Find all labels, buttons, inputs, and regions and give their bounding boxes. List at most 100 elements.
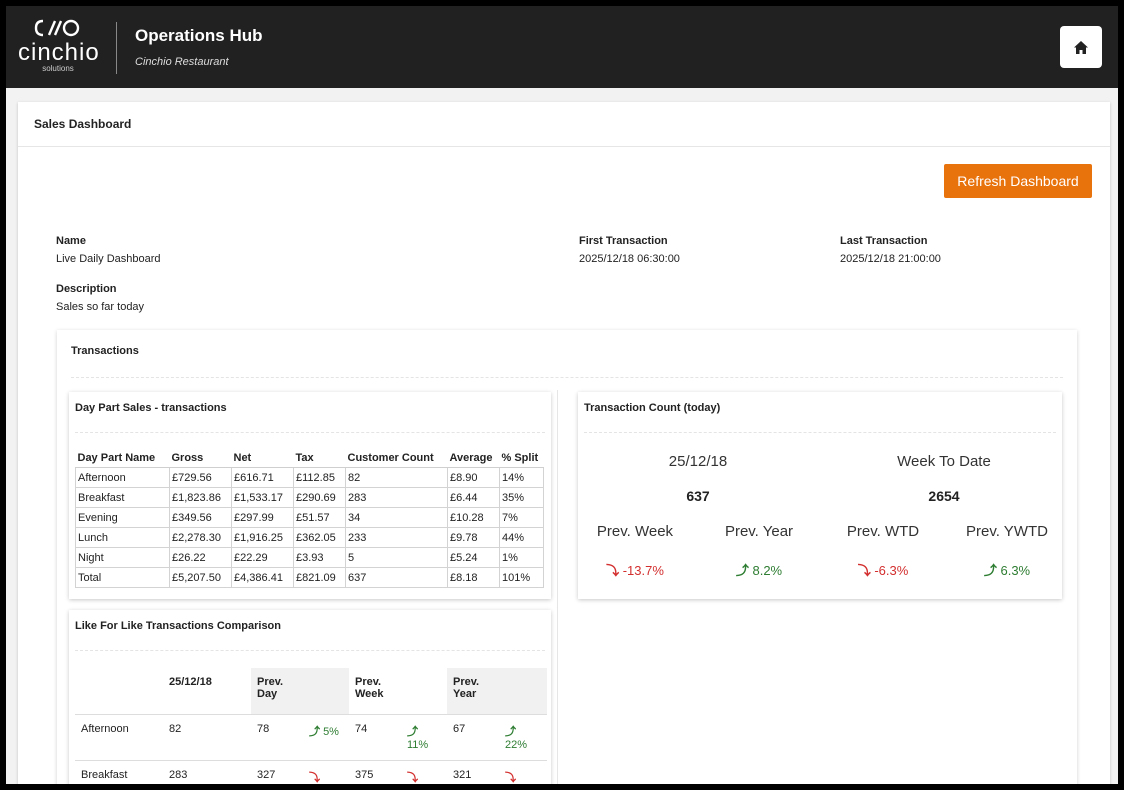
table-cell: 233 [345, 527, 448, 548]
table-cell: £4,386.41 [231, 567, 294, 588]
table-cell: £112.85 [293, 467, 346, 488]
table-cell: Breakfast [75, 487, 170, 508]
table-cell-change: ⤴ 22% [499, 713, 547, 760]
table-cell: £2,278.30 [169, 527, 232, 548]
table-cell: Total [75, 567, 170, 588]
lfl-col-header-change [303, 668, 349, 714]
change-value: 11% [407, 738, 429, 751]
table-cell: £5.24 [447, 547, 500, 568]
table-cell: £290.69 [293, 487, 346, 508]
table-cell: £8.90 [447, 467, 500, 488]
table-cell: 375 [349, 759, 401, 784]
table-cell: £1,533.17 [231, 487, 294, 508]
table-cell: 82 [163, 713, 251, 760]
table-cell: Afternoon [75, 467, 170, 488]
arrow-up-icon: ⤴ [407, 725, 418, 738]
table-cell: £6.44 [447, 487, 500, 508]
col-header: Net [231, 450, 294, 468]
table-cell: 1% [499, 547, 544, 568]
prev-wtd-change: ⤵ -6.3% [828, 560, 938, 579]
wtd-label: Week To Date [897, 453, 991, 470]
table-cell: 82 [345, 467, 448, 488]
lfl-col-header: 25/12/18 [169, 676, 212, 688]
arrow-down-icon: ⤵ [309, 771, 320, 784]
table-cell: 637 [345, 567, 448, 588]
table-cell: Evening [75, 507, 170, 528]
table-cell: 283 [345, 487, 448, 508]
lfl-col-header-change [499, 668, 547, 714]
table-cell: 5 [345, 547, 448, 568]
prev-wtd-label: Prev. WTD [846, 523, 920, 540]
day-part-table: Day Part Name Gross Net Tax Customer Cou… [75, 450, 544, 588]
first-transaction-value: 2025/12/18 06:30:00 [579, 253, 680, 265]
col-header: Tax [293, 450, 346, 468]
table-cell: 321 [447, 759, 499, 784]
table-cell: 34 [345, 507, 448, 528]
today-count: 637 [686, 488, 710, 504]
arrow-up-icon: ⤴ [505, 725, 516, 738]
arrow-down-icon: ⤵ [857, 563, 875, 578]
table-cell: £22.29 [231, 547, 294, 568]
app-subtitle: Cinchio Restaurant [135, 56, 229, 68]
prev-ywtd-value: 6.3% [1000, 563, 1031, 578]
prev-ywtd-change: ⤴ 6.3% [952, 560, 1062, 579]
table-cell: 74 [349, 713, 401, 760]
prev-week-value: -13.7% [622, 563, 664, 578]
table-cell: 35% [499, 487, 544, 508]
prev-week-change: ⤵ -13.7% [580, 560, 690, 579]
prev-week-label: Prev. Week [596, 523, 674, 540]
header-divider [116, 22, 117, 74]
prev-wtd-value: -6.3% [874, 563, 909, 578]
wtd-count: 2654 [928, 488, 960, 504]
top-bar: cinchio solutions Operations Hub Cinchio… [6, 6, 1118, 88]
day-part-sales-card: Day Part Sales - transactions Day Part N… [69, 392, 551, 599]
arrow-down-icon: ⤵ [407, 771, 418, 784]
table-cell: 67 [447, 713, 499, 760]
transactions-title: Transactions [71, 345, 139, 357]
name-label: Name [56, 235, 86, 247]
table-cell: £10.28 [447, 507, 500, 528]
table-cell: £8.18 [447, 567, 500, 588]
home-button[interactable] [1060, 26, 1102, 68]
lfl-title: Like For Like Transactions Comparison [75, 620, 281, 632]
table-cell: Afternoon [75, 713, 163, 760]
last-transaction-label: Last Transaction [840, 235, 928, 247]
change-value: 5% [323, 725, 339, 738]
arrow-up-icon: ⤴ [735, 563, 753, 578]
dashboard-card: Sales Dashboard Refresh Dashboard Name L… [18, 102, 1110, 784]
lfl-col-header-change [401, 668, 447, 714]
transaction-count-card: Transaction Count (today) 25/12/18 637 W… [578, 392, 1062, 599]
table-cell: 44% [499, 527, 544, 548]
like-for-like-card: Like For Like Transactions Comparison 25… [69, 610, 551, 784]
table-cell: Night [75, 547, 170, 568]
card-divider [75, 432, 545, 433]
table-cell-change: ⤵ [303, 759, 349, 784]
col-header: % Split [499, 450, 544, 468]
arrow-down-icon: ⤵ [505, 771, 516, 784]
logo: cinchio solutions [18, 18, 99, 74]
table-cell: £3.93 [293, 547, 346, 568]
table-cell: £9.78 [447, 527, 500, 548]
table-cell: £297.99 [231, 507, 294, 528]
lfl-col-header: Prev. Day [251, 668, 303, 714]
table-row-total: Total £5,207.50 £4,386.41 £821.09 637 £8… [75, 567, 544, 588]
table-row: Breakfast £1,823.86 £1,533.17 £290.69 28… [75, 487, 544, 508]
table-header-row: Day Part Name Gross Net Tax Customer Cou… [75, 450, 544, 468]
table-cell: 283 [163, 759, 251, 784]
change-value: 22% [505, 738, 528, 751]
first-transaction-label: First Transaction [579, 235, 668, 247]
lfl-table: 25/12/18 Prev. Day Prev. Week Prev. Year… [75, 668, 547, 784]
refresh-dashboard-button[interactable]: Refresh Dashboard [944, 164, 1092, 198]
app-frame: cinchio solutions Operations Hub Cinchio… [6, 6, 1118, 784]
table-cell: £616.71 [231, 467, 294, 488]
table-cell: Lunch [75, 527, 170, 548]
logo-mark-icon [34, 19, 80, 37]
panel-divider [71, 377, 1063, 378]
home-icon [1074, 40, 1088, 54]
today-date: 25/12/18 [668, 453, 728, 470]
logo-sub: solutions [42, 64, 74, 73]
table-cell: £729.56 [169, 467, 232, 488]
lfl-header-row: 25/12/18 Prev. Day Prev. Week Prev. Year [75, 668, 547, 714]
table-cell: £349.56 [169, 507, 232, 528]
page-title: Sales Dashboard [18, 102, 1110, 147]
